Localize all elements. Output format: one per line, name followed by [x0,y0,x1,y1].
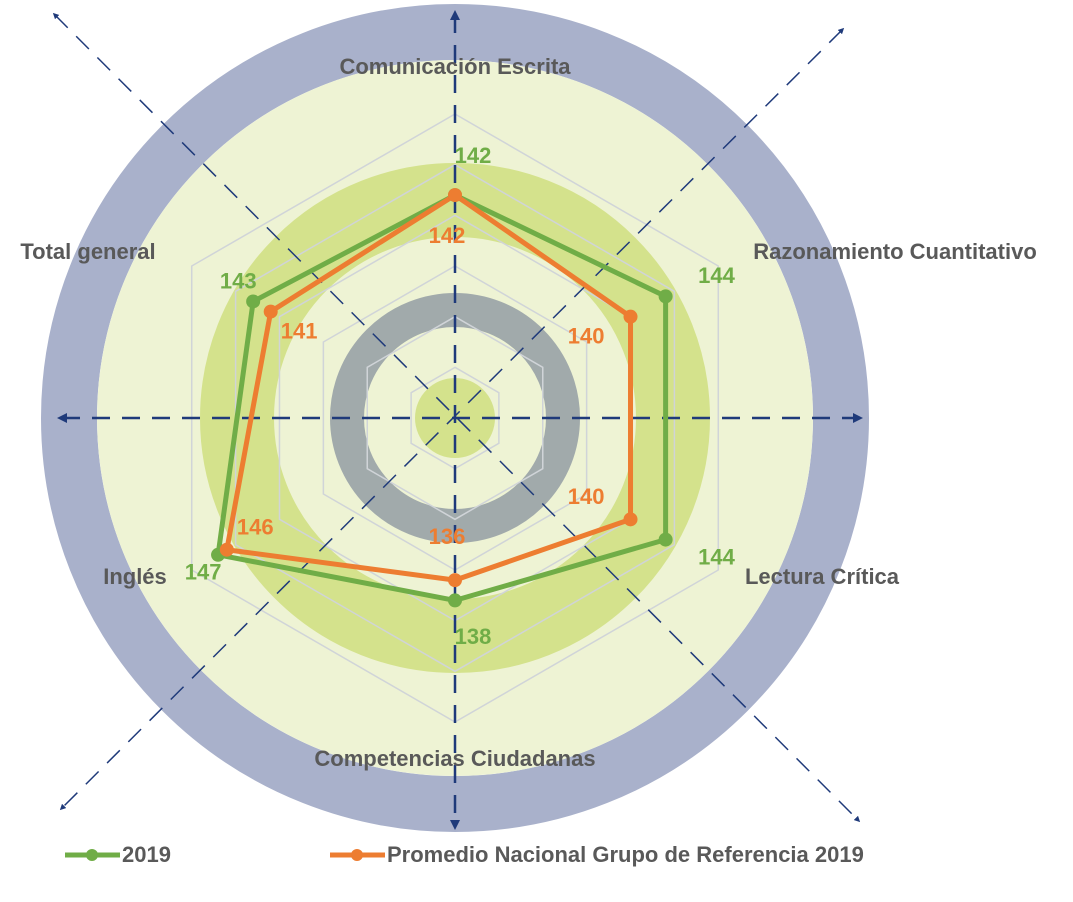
data-label: 140 [568,484,605,509]
axis-label: Competencias Ciudadanas [314,746,595,771]
data-label: 143 [220,268,257,293]
data-label: 141 [281,318,318,343]
point [658,532,673,547]
axis-label: Total general [20,239,155,264]
axis-label: Lectura Crítica [745,564,900,589]
legend-label: Promedio Nacional Grupo de Referencia 20… [387,842,864,867]
axes-arrows [52,9,863,830]
data-label: 146 [237,515,274,540]
axis-label: Razonamiento Cuantitativo [753,239,1037,264]
point [448,573,462,588]
data-label: 142 [429,223,466,248]
axis-label: Comunicación Escrita [339,54,571,79]
data-label: 142 [455,143,492,168]
legend-marker [351,849,363,861]
point [448,593,462,608]
point [658,289,673,304]
point [623,512,638,527]
data-label: 144 [698,544,735,569]
data-label: 147 [185,560,222,585]
data-label: 136 [429,524,466,549]
plot: Comunicación Escrita Razonamiento Cuantit… [20,54,1036,771]
legend-label: 2019 [122,842,171,867]
point [246,294,261,309]
point [219,542,234,557]
point [263,304,278,319]
legend-marker [86,849,98,861]
axis-label: Inglés [103,564,167,589]
data-label: 138 [455,624,492,649]
point [623,309,638,324]
point [448,188,462,203]
data-label: 140 [568,323,605,348]
data-label: 144 [698,263,735,288]
